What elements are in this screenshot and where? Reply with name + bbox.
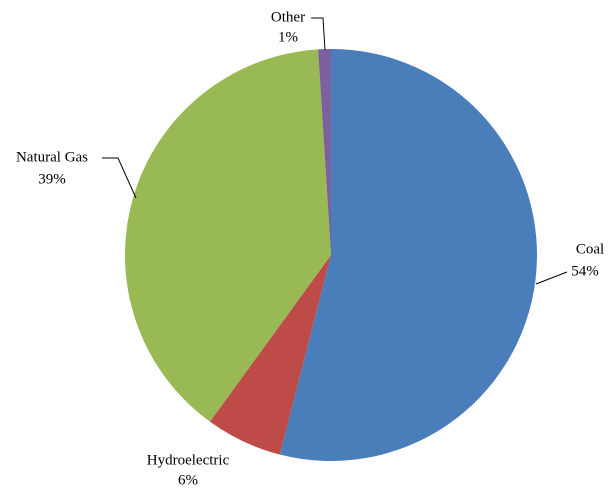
leader-line: [535, 271, 568, 285]
slice-label: Natural Gas: [16, 149, 88, 165]
leader-line: [102, 157, 137, 199]
leader-line: [311, 17, 326, 51]
slice-value-label: 6%: [178, 472, 198, 488]
pie-slice: [318, 49, 331, 255]
pie-slice: [209, 255, 331, 455]
slice-value-label: 1%: [278, 29, 298, 45]
slice-value-label: 39%: [38, 171, 66, 187]
slice-label: Coal: [576, 241, 604, 257]
pie-slice: [124, 49, 331, 422]
slice-value-label: 54%: [571, 263, 599, 279]
pie-slice: [279, 49, 537, 461]
slice-label: Other: [271, 9, 305, 25]
slice-label: Hydroelectric: [147, 452, 230, 468]
